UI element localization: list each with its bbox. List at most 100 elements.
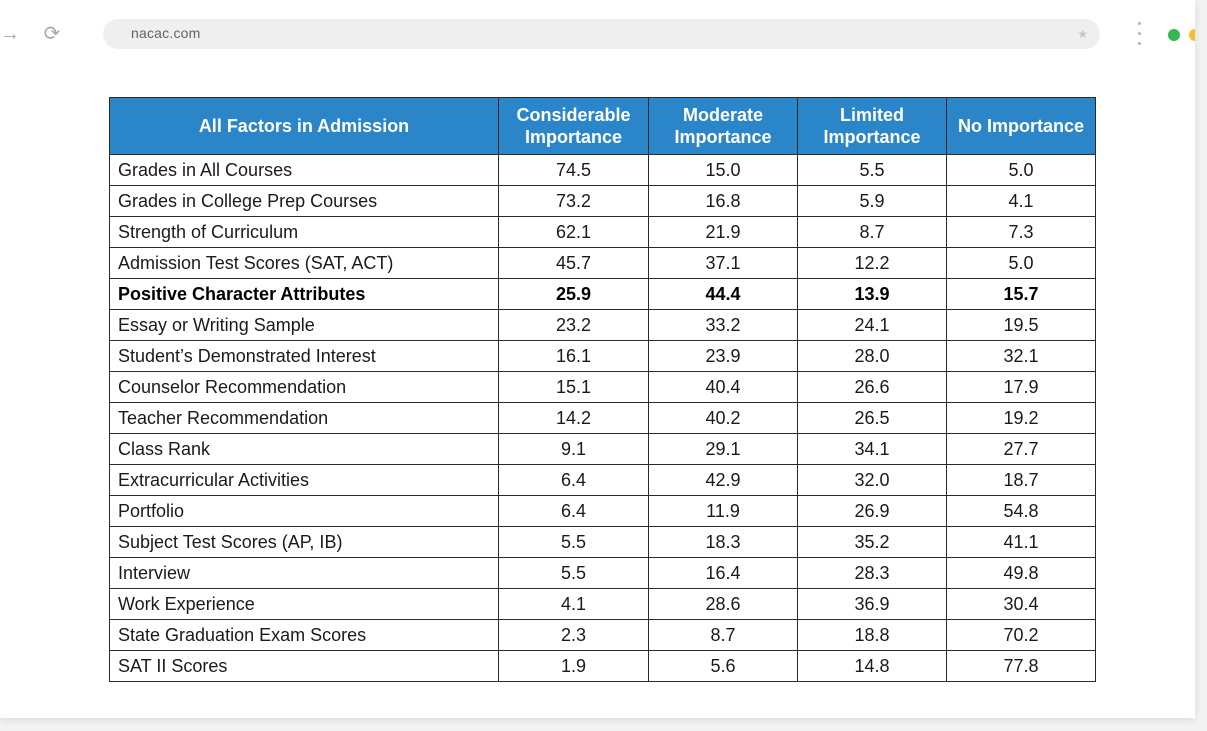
table-header-row: All Factors in Admission Considerable Im… — [109, 97, 1096, 155]
moderate-cell: 28.6 — [648, 588, 798, 620]
table-row: Extracurricular Activities 6.4 42.9 32.0 18.… — [109, 464, 1096, 496]
limited-cell: 26.6 — [797, 371, 947, 403]
none-cell: 49.8 — [946, 557, 1096, 589]
table-row: Strength of Curriculum 62.1 21.9 8.7 7.3 — [109, 216, 1096, 248]
table-row: Work Experience 4.1 28.6 36.9 30.4 — [109, 588, 1096, 620]
considerable-cell: 2.3 — [498, 619, 649, 651]
considerable-cell: 1.9 — [498, 650, 649, 682]
factor-cell: Essay or Writing Sample — [109, 309, 499, 341]
header-none: No Importance — [946, 97, 1096, 155]
table-row: Counselor Recommendation 15.1 40.4 26.6 17.9 — [109, 371, 1096, 403]
table-row: Positive Character Attributes 25.9 44.4 13.… — [109, 278, 1096, 310]
none-cell: 15.7 — [946, 278, 1096, 310]
admission-factors-table-container: All Factors in Admission Considerable Im… — [109, 97, 1096, 682]
factor-cell: Teacher Recommendation — [109, 402, 499, 434]
considerable-cell: 9.1 — [498, 433, 649, 465]
limited-cell: 24.1 — [797, 309, 947, 341]
table-row: SAT II Scores 1.9 5.6 14.8 77.8 — [109, 650, 1096, 682]
factor-cell: Grades in All Courses — [109, 154, 499, 186]
moderate-cell: 40.2 — [648, 402, 798, 434]
moderate-cell: 42.9 — [648, 464, 798, 496]
moderate-cell: 23.9 — [648, 340, 798, 372]
limited-cell: 13.9 — [797, 278, 947, 310]
considerable-cell: 5.5 — [498, 526, 649, 558]
considerable-cell: 62.1 — [498, 216, 649, 248]
header-factor: All Factors in Admission — [109, 97, 499, 155]
address-bar[interactable]: nacac.com ★ — [103, 19, 1100, 49]
none-cell: 77.8 — [946, 650, 1096, 682]
considerable-cell: 74.5 — [498, 154, 649, 186]
table-row: Class Rank 9.1 29.1 34.1 27.7 — [109, 433, 1096, 465]
considerable-cell: 25.9 — [498, 278, 649, 310]
factor-cell: Class Rank — [109, 433, 499, 465]
table-row: Portfolio 6.4 11.9 26.9 54.8 — [109, 495, 1096, 527]
none-cell: 19.2 — [946, 402, 1096, 434]
considerable-cell: 16.1 — [498, 340, 649, 372]
url-text[interactable]: nacac.com — [131, 25, 201, 41]
moderate-cell: 5.6 — [648, 650, 798, 682]
considerable-cell: 5.5 — [498, 557, 649, 589]
moderate-cell: 16.4 — [648, 557, 798, 589]
table-row: Subject Test Scores (AP, IB) 5.5 18.3 35.2 4… — [109, 526, 1096, 558]
moderate-cell: 18.3 — [648, 526, 798, 558]
table-row: State Graduation Exam Scores 2.3 8.7 18.8 70… — [109, 619, 1096, 651]
table-row: Student’s Demonstrated Interest 16.1 23.9 2… — [109, 340, 1096, 372]
none-cell: 27.7 — [946, 433, 1096, 465]
arrow-forward-icon[interactable]: → — [0, 23, 20, 45]
factor-cell: Admission Test Scores (SAT, ACT) — [109, 247, 499, 279]
table-row: Grades in All Courses 74.5 15.0 5.5 5.0 — [109, 154, 1096, 186]
moderate-cell: 40.4 — [648, 371, 798, 403]
none-cell: 7.3 — [946, 216, 1096, 248]
admission-factors-table: All Factors in Admission Considerable Im… — [109, 97, 1096, 682]
status-dot-green — [1168, 29, 1180, 41]
limited-cell: 18.8 — [797, 619, 947, 651]
considerable-cell: 45.7 — [498, 247, 649, 279]
none-cell: 32.1 — [946, 340, 1096, 372]
factor-cell: Work Experience — [109, 588, 499, 620]
considerable-cell: 4.1 — [498, 588, 649, 620]
moderate-cell: 11.9 — [648, 495, 798, 527]
moderate-cell: 8.7 — [648, 619, 798, 651]
factor-cell: SAT II Scores — [109, 650, 499, 682]
reload-icon[interactable]: ⟳ — [43, 23, 61, 45]
moderate-cell: 29.1 — [648, 433, 798, 465]
kebab-menu-icon[interactable] — [1134, 22, 1146, 48]
none-cell: 18.7 — [946, 464, 1096, 496]
browser-toolbar: → ⟳ nacac.com ★ — [0, 0, 1195, 66]
factor-cell: State Graduation Exam Scores — [109, 619, 499, 651]
limited-cell: 14.8 — [797, 650, 947, 682]
considerable-cell: 23.2 — [498, 309, 649, 341]
none-cell: 5.0 — [946, 247, 1096, 279]
factor-cell: Strength of Curriculum — [109, 216, 499, 248]
factor-cell: Extracurricular Activities — [109, 464, 499, 496]
considerable-cell: 14.2 — [498, 402, 649, 434]
limited-cell: 28.0 — [797, 340, 947, 372]
considerable-cell: 15.1 — [498, 371, 649, 403]
browser-window: → ⟳ nacac.com ★ All Factors in Admission… — [0, 0, 1195, 718]
header-considerable: Considerable Importance — [498, 97, 649, 155]
none-cell: 70.2 — [946, 619, 1096, 651]
none-cell: 4.1 — [946, 185, 1096, 217]
limited-cell: 26.9 — [797, 495, 947, 527]
table-row: Admission Test Scores (SAT, ACT) 45.7 37.1… — [109, 247, 1096, 279]
factor-cell: Grades in College Prep Courses — [109, 185, 499, 217]
none-cell: 30.4 — [946, 588, 1096, 620]
factor-cell: Interview — [109, 557, 499, 589]
limited-cell: 28.3 — [797, 557, 947, 589]
moderate-cell: 33.2 — [648, 309, 798, 341]
limited-cell: 12.2 — [797, 247, 947, 279]
table-row: Teacher Recommendation 14.2 40.2 26.5 19.2 — [109, 402, 1096, 434]
moderate-cell: 21.9 — [648, 216, 798, 248]
table-row: Interview 5.5 16.4 28.3 49.8 — [109, 557, 1096, 589]
factor-cell: Portfolio — [109, 495, 499, 527]
moderate-cell: 44.4 — [648, 278, 798, 310]
none-cell: 41.1 — [946, 526, 1096, 558]
limited-cell: 36.9 — [797, 588, 947, 620]
limited-cell: 32.0 — [797, 464, 947, 496]
header-limited: Limited Importance — [797, 97, 947, 155]
table-row: Essay or Writing Sample 23.2 33.2 24.1 19.5 — [109, 309, 1096, 341]
none-cell: 17.9 — [946, 371, 1096, 403]
bookmark-star-icon[interactable]: ★ — [1077, 27, 1088, 41]
considerable-cell: 6.4 — [498, 495, 649, 527]
factor-cell: Student’s Demonstrated Interest — [109, 340, 499, 372]
